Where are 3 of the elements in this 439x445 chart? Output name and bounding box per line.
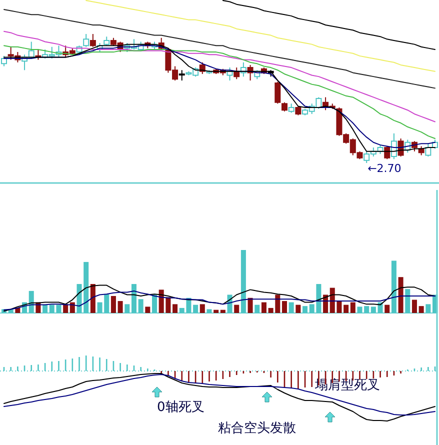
annotation: ←2.70 — [368, 162, 402, 175]
annotation: 粘合空头发散 — [218, 421, 296, 436]
annotation: 0轴死叉 — [157, 400, 204, 415]
